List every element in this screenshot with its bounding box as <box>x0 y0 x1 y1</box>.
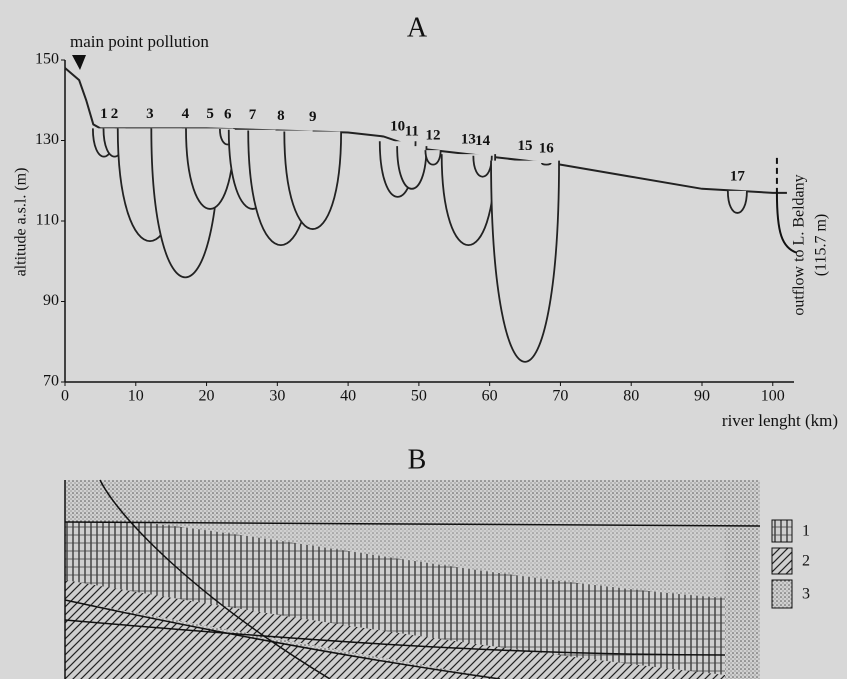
lake-label: 4 <box>182 106 190 122</box>
lake <box>424 150 442 166</box>
legend-label: 2 <box>802 553 810 570</box>
x-tick-label: 30 <box>269 388 285 405</box>
vertical-hatch-area <box>65 522 725 675</box>
lake <box>726 190 748 214</box>
annotation: main point pollution <box>70 32 209 51</box>
lake-label: 6 <box>224 106 232 122</box>
lake-label: 16 <box>539 140 555 156</box>
river-profile <box>64 67 787 194</box>
lake-label: 12 <box>426 128 441 144</box>
lake-label: 10 <box>390 119 405 135</box>
panel-b: B 1 2 3 <box>64 444 810 679</box>
lake-label: 17 <box>730 168 746 184</box>
y-axis-label: altitude a.s.l. (m) <box>13 168 30 277</box>
lake-label: 11 <box>405 124 419 140</box>
legend-swatch <box>771 547 793 575</box>
diagonal-hatch-area <box>65 580 725 679</box>
boundary <box>64 599 501 679</box>
x-tick-label: 80 <box>623 388 639 405</box>
y-tick-label: 70 <box>43 373 59 390</box>
y-tick-label: 90 <box>43 292 59 309</box>
lake <box>396 146 428 190</box>
lake-label: 15 <box>518 138 533 154</box>
x-tick-label: 50 <box>411 388 427 405</box>
legend-label: 3 <box>802 586 810 603</box>
legend-label: 1 <box>802 523 810 540</box>
lake-label: 5 <box>206 106 214 122</box>
lake-label: 13 <box>461 132 476 148</box>
lake-label: 7 <box>249 107 257 123</box>
legend-swatch <box>771 579 793 609</box>
x-tick-label: 90 <box>694 388 710 405</box>
y-tick-label: 130 <box>35 131 59 148</box>
panel-b-title: B <box>408 444 427 475</box>
lake <box>490 160 560 363</box>
panel-a-title: A <box>407 12 428 43</box>
lake-label: 2 <box>111 106 119 122</box>
x-tick-label: 100 <box>761 388 785 405</box>
x-tick-label: 60 <box>482 388 498 405</box>
annotation: outflow to L. Beldany <box>791 174 808 315</box>
x-tick-label: 20 <box>199 388 215 405</box>
boundary <box>64 521 761 527</box>
legend-swatch <box>771 519 793 543</box>
x-tick-label: 10 <box>128 388 144 405</box>
lake-label: 8 <box>277 108 285 124</box>
outflow <box>775 192 798 254</box>
y-tick-label: 110 <box>36 212 59 229</box>
lake-label: 3 <box>146 106 154 122</box>
x-tick-label: 40 <box>340 388 356 405</box>
x-tick-label: 70 <box>552 388 568 405</box>
x-axis-label: river lenght (km) <box>722 411 838 430</box>
annotation: (115.7 m) <box>813 214 830 277</box>
pollution-arrow <box>72 55 86 70</box>
y-tick-label: 150 <box>35 51 59 68</box>
lake-label: 1 <box>100 106 108 122</box>
boundary <box>99 479 331 679</box>
lake-label: 9 <box>309 109 317 125</box>
boundary <box>64 619 726 656</box>
x-tick-label: 0 <box>61 388 69 405</box>
lake <box>283 131 343 230</box>
lake <box>540 162 552 166</box>
lake-label: 14 <box>475 133 491 149</box>
